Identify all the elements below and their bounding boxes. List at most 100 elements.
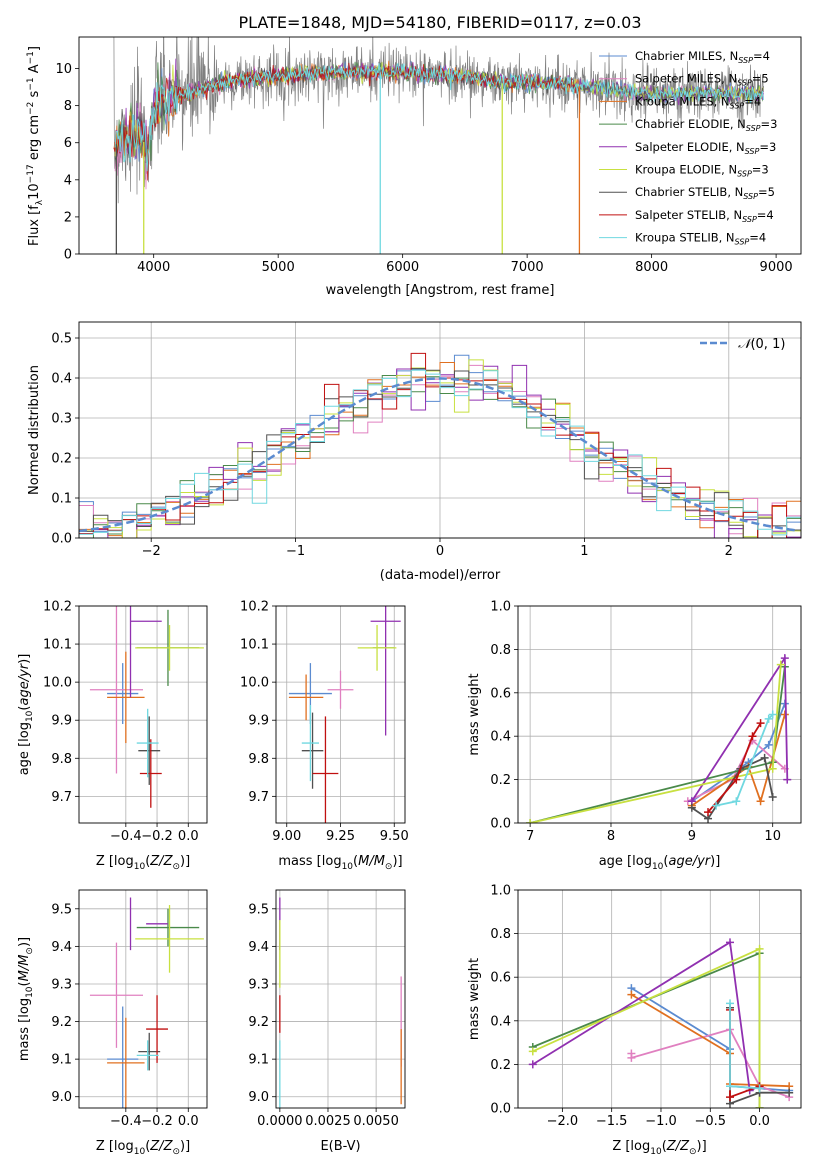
y-tick-label: 2 bbox=[64, 210, 72, 225]
x-tick-label: 0.0050 bbox=[353, 1114, 399, 1129]
weight-marker bbox=[776, 660, 785, 669]
x-tick-label: −0.5 bbox=[694, 1114, 726, 1129]
axes-frame bbox=[78, 889, 208, 1109]
y-tick-label: 0.6 bbox=[490, 686, 511, 701]
panel-weight-vs-age: 7 8 9 10 0.0 0.2 0.4 0.6 0.8 1.0 age [log10(age/yr… bbox=[467, 600, 802, 872]
weight-line bbox=[532, 947, 761, 1108]
x-tick-label: 8000 bbox=[635, 260, 668, 275]
x-tick-label: 0 bbox=[436, 544, 444, 559]
spectrum-model-line bbox=[114, 62, 764, 172]
y-tick-label: 9.4 bbox=[248, 940, 269, 955]
axes-frame bbox=[517, 889, 802, 1109]
y-tick-label: 10.2 bbox=[240, 600, 269, 615]
x-tick-label: 6000 bbox=[386, 260, 419, 275]
weight-marker bbox=[785, 1088, 794, 1097]
y-axis-label: mass weight bbox=[467, 958, 482, 1040]
y-tick-label: 0.0 bbox=[51, 532, 72, 547]
y-axis-label: age [log10(age/yr)] bbox=[17, 654, 35, 776]
weight-marker bbox=[783, 775, 792, 784]
panel-age-vs-mass: 9.00 9.25 9.50 9.7 9.8 9.9 10.0 10.1 10.2 mass [l… bbox=[240, 600, 409, 873]
y-tick-label: 4 bbox=[64, 173, 72, 188]
y-tick-label: 9.0 bbox=[248, 1090, 269, 1105]
panel-mass-vs-EBV: 0.0000 0.0025 0.0050 9.0 9.1 9.2 9.3 9.4 9.5 E(B-… bbox=[248, 889, 406, 1154]
y-tick-label: 10.0 bbox=[240, 676, 269, 691]
y-tick-label: 0.8 bbox=[490, 643, 511, 658]
weight-marker bbox=[768, 710, 777, 719]
weight-marker bbox=[528, 1060, 537, 1069]
weight-marker bbox=[726, 1093, 735, 1102]
axes-frame bbox=[517, 605, 802, 824]
y-tick-label: 6 bbox=[64, 136, 72, 151]
y-tick-label: 10 bbox=[55, 62, 72, 77]
y-tick-label: 1.0 bbox=[490, 600, 511, 615]
y-tick-label: 0.0 bbox=[490, 1102, 511, 1117]
y-tick-label: 10.2 bbox=[43, 600, 72, 615]
plot-area bbox=[89, 606, 204, 808]
x-tick-label: −0.4 bbox=[110, 1114, 142, 1129]
x-tick-label: −0.2 bbox=[141, 1114, 173, 1129]
y-tick-label: 0 bbox=[64, 248, 72, 263]
weight-line bbox=[529, 664, 782, 823]
y-tick-label: 0.2 bbox=[490, 1058, 511, 1073]
weight-marker bbox=[732, 797, 741, 806]
weight-marker bbox=[748, 732, 757, 741]
y-tick-label: 0.2 bbox=[51, 452, 72, 467]
y-axis-label: Normed distribution bbox=[27, 365, 42, 495]
y-tick-label: 0.0 bbox=[490, 817, 511, 832]
y-tick-label: 9.8 bbox=[51, 752, 72, 767]
panel-mass-vs-Z: −0.4 −0.2 0.0 9.0 9.1 9.2 9.3 9.4 9.5 Z [log10(Z/… bbox=[17, 889, 208, 1157]
plot-area bbox=[528, 938, 794, 1108]
y-tick-label: 10.0 bbox=[43, 676, 72, 691]
weight-marker bbox=[528, 1047, 537, 1056]
weight-marker bbox=[756, 797, 765, 806]
y-tick-label: 9.1 bbox=[248, 1053, 269, 1068]
weight-marker bbox=[755, 1084, 764, 1093]
weight-line bbox=[529, 666, 786, 823]
x-tick-label: 9.50 bbox=[380, 829, 409, 844]
weight-marker bbox=[726, 999, 735, 1008]
axes-frame bbox=[78, 605, 208, 824]
weight-marker bbox=[726, 1082, 735, 1091]
y-tick-label: 9.2 bbox=[51, 1015, 72, 1030]
y-tick-label: 0.4 bbox=[490, 1014, 511, 1029]
plot-area bbox=[288, 606, 401, 823]
y-tick-label: 9.7 bbox=[51, 790, 72, 805]
x-tick-label: 0.0025 bbox=[305, 1114, 351, 1129]
weight-marker bbox=[627, 990, 636, 999]
x-tick-label: −0.4 bbox=[110, 829, 142, 844]
x-tick-label: 4000 bbox=[137, 260, 170, 275]
legend-label: Kroupa STELIB, NSSP=4 bbox=[635, 231, 766, 247]
x-tick-label: −0.2 bbox=[141, 829, 173, 844]
x-tick-label: 5000 bbox=[262, 260, 295, 275]
weight-marker bbox=[764, 740, 773, 749]
x-axis-label: Z [log10(Z/Z⊙)] bbox=[612, 1139, 706, 1157]
plot-area bbox=[89, 897, 204, 1108]
y-tick-label: 10.1 bbox=[43, 638, 72, 653]
x-tick-label: 1 bbox=[580, 544, 588, 559]
x-axis-label: age [log10(age/yr)] bbox=[599, 854, 721, 872]
y-tick-label: 9.3 bbox=[248, 977, 269, 992]
axes-frame bbox=[275, 889, 406, 1109]
plot-area bbox=[279, 897, 402, 1108]
weight-marker bbox=[755, 944, 764, 953]
weight-marker bbox=[780, 654, 789, 663]
x-tick-label: 2 bbox=[725, 544, 733, 559]
legend-label: Salpeter STELIB, NSSP=4 bbox=[635, 208, 774, 224]
y-tick-label: 9.4 bbox=[51, 940, 72, 955]
y-tick-label: 1.0 bbox=[490, 884, 511, 899]
figure-title: PLATE=1848, MJD=54180, FIBERID=0117, z=0… bbox=[238, 13, 641, 32]
panel-residuals: −2 −1 0 1 2 0.0 0.1 0.2 0.3 0.4 0.5 𝒩(0, 1) (data-mo… bbox=[27, 321, 802, 583]
y-axis-label: mass weight bbox=[467, 673, 482, 755]
y-tick-label: 0.4 bbox=[51, 372, 72, 387]
x-tick-label: 7000 bbox=[511, 260, 544, 275]
y-tick-label: 9.2 bbox=[248, 1015, 269, 1030]
y-tick-label: 0.2 bbox=[490, 773, 511, 788]
legend-label: Kroupa ELODIE, NSSP=3 bbox=[635, 163, 769, 179]
histogram-step bbox=[79, 369, 801, 538]
legend-label: Salpeter MILES, NSSP=5 bbox=[635, 72, 769, 88]
x-tick-label: 0.0000 bbox=[257, 1114, 303, 1129]
legend-label: Chabrier STELIB, NSSP=5 bbox=[635, 185, 775, 201]
legend-label: Chabrier MILES, NSSP=4 bbox=[635, 49, 770, 65]
panel-spectrum: 4000 5000 6000 7000 8000 9000 0 2 4 6 8 10 Chabrier … bbox=[26, 36, 802, 298]
